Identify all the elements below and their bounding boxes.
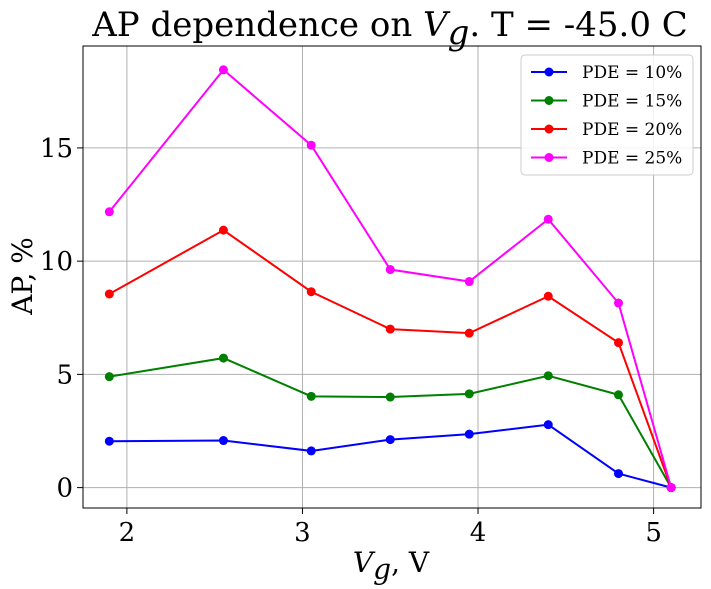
data-point xyxy=(385,392,395,402)
data-point xyxy=(613,390,623,400)
legend-label: PDE = 15% xyxy=(582,92,682,112)
x-tick-label: 4 xyxy=(470,518,487,548)
x-tick-label: 5 xyxy=(645,518,662,548)
data-point xyxy=(104,207,114,217)
data-point xyxy=(464,389,474,399)
data-point xyxy=(218,65,228,75)
data-point xyxy=(104,289,114,299)
legend: PDE = 10% PDE = 15% PDE = 20% PDE = 25% xyxy=(520,54,694,176)
y-tick-label: 15 xyxy=(40,134,73,164)
y-axis-label: AP, % xyxy=(6,237,39,316)
data-point xyxy=(218,436,228,446)
series-layer xyxy=(104,65,676,493)
data-point xyxy=(385,265,395,275)
data-point xyxy=(543,371,553,381)
data-point xyxy=(543,214,553,224)
data-point xyxy=(543,291,553,301)
data-point xyxy=(613,338,623,348)
x-tick-label: 3 xyxy=(294,518,311,548)
series-line xyxy=(108,68,673,488)
data-point xyxy=(306,391,316,401)
legend-marker xyxy=(544,153,554,162)
series-1 xyxy=(104,420,676,493)
data-point xyxy=(613,298,623,308)
plot-frame xyxy=(82,45,702,509)
data-point xyxy=(464,429,474,439)
data-point xyxy=(385,324,395,334)
data-point xyxy=(666,483,676,493)
y-tick-label: 0 xyxy=(56,474,73,504)
legend-label: PDE = 10% xyxy=(582,63,682,83)
x-axis-label: Vg, V xyxy=(353,546,430,586)
data-point xyxy=(306,140,316,150)
data-point xyxy=(306,446,316,456)
legend-marker xyxy=(544,96,554,105)
legend-marker xyxy=(544,124,554,134)
legend-box xyxy=(520,54,694,176)
legend-label: PDE = 25% xyxy=(582,149,682,169)
series-line xyxy=(109,357,673,489)
legend-label: PDE = 20% xyxy=(582,120,682,140)
y-tick-label: 10 xyxy=(40,247,73,277)
ticks: 2 3 4 5 0 5 10 15 xyxy=(40,134,662,548)
data-point xyxy=(104,372,114,382)
data-point xyxy=(104,436,114,446)
data-point xyxy=(543,420,553,430)
data-point xyxy=(218,225,228,235)
x-tick-label: 2 xyxy=(119,518,136,548)
data-point xyxy=(306,287,316,297)
series-line xyxy=(109,423,672,489)
series-4 xyxy=(104,65,676,493)
legend-marker xyxy=(544,67,554,77)
data-point xyxy=(218,353,228,363)
y-tick-label: 5 xyxy=(56,360,73,390)
data-point xyxy=(613,469,623,479)
data-point xyxy=(464,277,474,287)
series-line xyxy=(108,228,673,488)
data-point xyxy=(385,435,395,445)
chart-title: AP dependence on Vg. T = -45.0 C xyxy=(91,5,688,53)
data-point xyxy=(464,328,474,338)
